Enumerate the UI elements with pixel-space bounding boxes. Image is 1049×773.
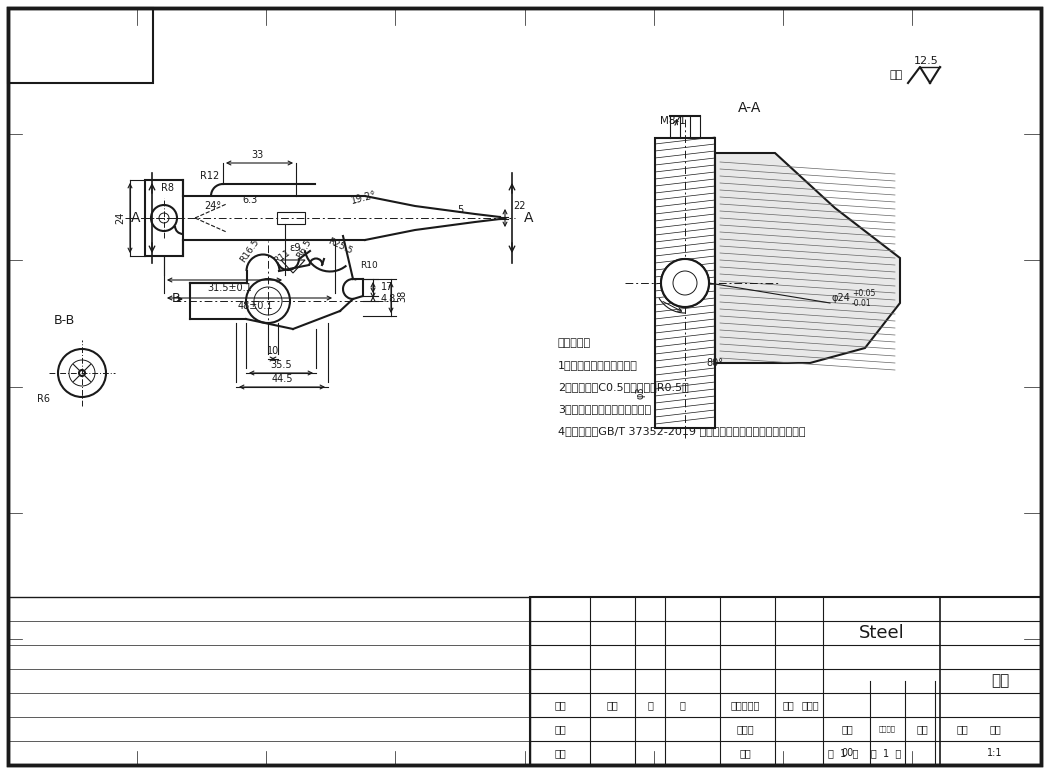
Text: 5: 5 — [457, 205, 463, 215]
Text: R8: R8 — [160, 183, 173, 193]
Text: 比例: 比例 — [989, 724, 1001, 734]
Text: 4.8: 4.8 — [381, 294, 397, 304]
Text: 摇臂: 摇臂 — [991, 673, 1009, 689]
Text: 4、其余按《GB/T 37352-2019 一般工程用铸造碳钢件》标准执行。: 4、其余按《GB/T 37352-2019 一般工程用铸造碳钢件》标准执行。 — [558, 426, 806, 436]
Text: 其余: 其余 — [890, 70, 903, 80]
Text: 33: 33 — [251, 150, 263, 160]
Text: 数量: 数量 — [916, 724, 928, 734]
Text: 区: 区 — [679, 700, 685, 710]
Text: 校对: 校对 — [554, 772, 565, 773]
Text: A: A — [524, 211, 534, 225]
Bar — [145, 180, 183, 256]
Text: 22: 22 — [513, 201, 526, 211]
Text: 17: 17 — [381, 282, 393, 292]
Text: 10: 10 — [266, 346, 279, 356]
Text: 年月日: 年月日 — [801, 700, 819, 710]
Bar — [277, 212, 305, 224]
Text: 2、未注倒角C0.5，未注圆角R0.5；: 2、未注倒角C0.5，未注圆角R0.5； — [558, 382, 689, 392]
Text: 00: 00 — [841, 748, 853, 758]
Text: B-B: B-B — [53, 315, 76, 328]
Text: R10: R10 — [360, 261, 378, 271]
Text: 6.3: 6.3 — [242, 195, 258, 205]
Text: 3、交付时，表面需浸油处理；: 3、交付时，表面需浸油处理； — [558, 404, 651, 414]
Text: 12.5: 12.5 — [914, 56, 939, 66]
Text: M8-1: M8-1 — [660, 116, 686, 126]
Text: A-A: A-A — [738, 101, 762, 115]
Text: 更改文件号: 更改文件号 — [730, 700, 759, 710]
Text: 35.5: 35.5 — [271, 360, 292, 370]
Text: A: A — [130, 211, 140, 225]
Bar — [8, 597, 530, 765]
Text: 处数: 处数 — [606, 700, 618, 710]
Text: 24: 24 — [115, 212, 125, 224]
Text: 38: 38 — [397, 290, 407, 302]
Text: 版本: 版本 — [841, 724, 853, 734]
Text: 标记: 标记 — [554, 700, 565, 710]
Text: R12: R12 — [200, 171, 219, 181]
Text: 技术要求：: 技术要求： — [558, 338, 592, 348]
Text: 31.5±0.1: 31.5±0.1 — [208, 283, 253, 293]
Text: B: B — [172, 292, 180, 305]
Circle shape — [662, 260, 708, 307]
Text: ε9: ε9 — [290, 243, 301, 253]
Text: φ24: φ24 — [832, 293, 851, 303]
Text: R11: R11 — [272, 248, 292, 266]
Text: 44.5: 44.5 — [272, 374, 293, 384]
Text: 分: 分 — [647, 700, 652, 710]
Text: 19.2°: 19.2° — [350, 190, 378, 206]
Text: 签名: 签名 — [783, 700, 794, 710]
Text: 重量: 重量 — [956, 724, 968, 734]
Text: 标准化: 标准化 — [736, 724, 754, 734]
Text: 制图: 制图 — [554, 748, 565, 758]
Text: Steel: Steel — [859, 624, 905, 642]
Text: 批准: 批准 — [740, 748, 751, 758]
Text: +0.05: +0.05 — [852, 288, 875, 298]
Text: R6.5: R6.5 — [295, 238, 313, 261]
Text: 48±0.1: 48±0.1 — [237, 301, 273, 311]
Text: 80°: 80° — [706, 358, 724, 368]
Text: φ3: φ3 — [635, 386, 645, 400]
Bar — [530, 597, 1041, 765]
Bar — [8, 8, 153, 83]
Bar — [655, 138, 715, 428]
Text: 第  1  张    共  1  张: 第 1 张 共 1 张 — [829, 748, 902, 758]
Text: 1:1: 1:1 — [987, 748, 1003, 758]
Text: R16.5: R16.5 — [239, 237, 261, 264]
Text: R25.5: R25.5 — [326, 237, 354, 256]
Text: 1、去除表面锐边、毛刺；: 1、去除表面锐边、毛刺； — [558, 360, 638, 370]
Polygon shape — [715, 153, 900, 363]
Text: 24°: 24° — [205, 201, 221, 211]
Text: R6: R6 — [38, 394, 50, 404]
Text: 修改标记: 修改标记 — [878, 726, 896, 732]
Text: -0.01: -0.01 — [852, 298, 872, 308]
Text: 设计: 设计 — [554, 724, 565, 734]
